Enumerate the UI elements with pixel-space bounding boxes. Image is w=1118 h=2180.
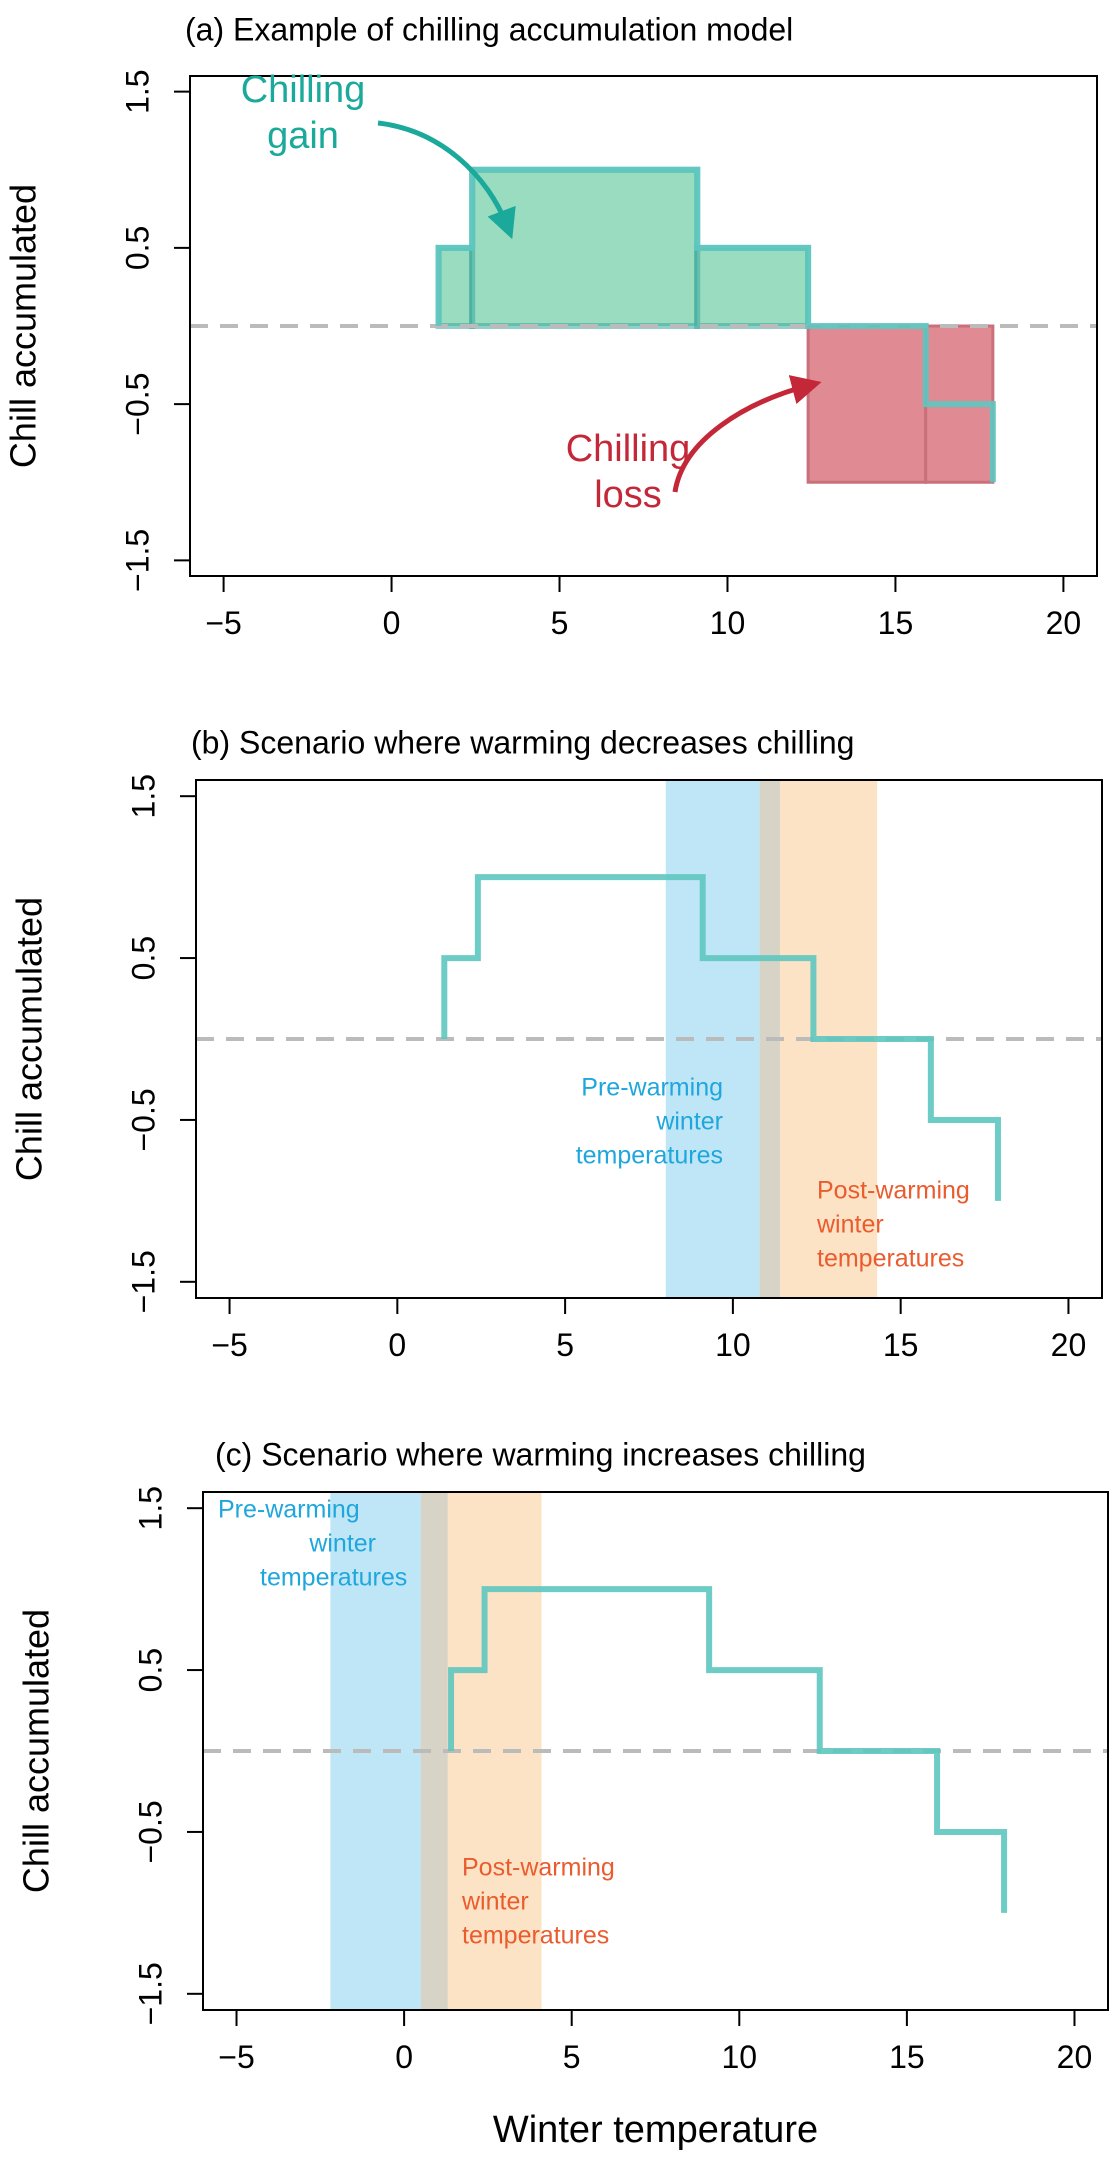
- annotation-loss-line: loss: [594, 474, 662, 516]
- annotation-post-line: temperatures: [462, 1922, 609, 1950]
- y-axis-label: Chill accumulated: [16, 1609, 57, 1893]
- y-tick-label: 1.5: [119, 69, 155, 113]
- annotation-pre-line: temperatures: [260, 1564, 407, 1592]
- panel-a: (a) Example of chilling accumulation mod…: [3, 11, 1098, 641]
- x-tick-label: 5: [563, 2039, 581, 2075]
- x-tick-label: 5: [556, 1327, 574, 1363]
- panel-b: (b) Scenario where warming decreases chi…: [9, 724, 1103, 1363]
- x-axis-label: Winter temperature: [493, 2109, 818, 2151]
- x-tick-label: −5: [218, 2039, 254, 2075]
- chill-step-line: [441, 874, 1001, 1201]
- y-tick-label: −1.5: [125, 1250, 161, 1313]
- chilling-gain-bar: [694, 244, 812, 329]
- y-tick-label: 0.5: [125, 936, 161, 980]
- y-axis-label: Chill accumulated: [9, 897, 50, 1181]
- y-tick-label: −1.5: [119, 529, 155, 592]
- y-tick-label: −0.5: [119, 373, 155, 436]
- annotation-post-line: temperatures: [817, 1245, 964, 1273]
- x-tick-label: −5: [211, 1327, 247, 1363]
- x-tick-label: 10: [710, 605, 746, 641]
- annotation-post-line: Post-warming: [462, 1854, 615, 1882]
- chilling-gain-bar: [469, 166, 701, 329]
- panel-c: (c) Scenario where warming increases chi…: [16, 1436, 1109, 2151]
- panel-title: (c) Scenario where warming increases chi…: [215, 1436, 866, 1472]
- x-tick-label: 15: [889, 2039, 925, 2075]
- x-tick-label: 5: [551, 605, 569, 641]
- annotation-pre-line: winter: [655, 1108, 723, 1136]
- chill-step-line: [448, 1586, 1008, 1913]
- x-tick-label: 20: [1046, 605, 1082, 641]
- y-axis-label: Chill accumulated: [3, 184, 44, 468]
- y-tick-label: −0.5: [125, 1088, 161, 1151]
- chilling-loss-bar: [806, 324, 928, 484]
- annotation-post-line: winter: [816, 1211, 884, 1239]
- annotation-post-line: winter: [461, 1888, 529, 1916]
- plot-frame: [189, 75, 1098, 577]
- x-tick-label: 15: [878, 605, 914, 641]
- panel-title: (a) Example of chilling accumulation mod…: [185, 11, 793, 47]
- plot-frame: [202, 1491, 1109, 2011]
- x-tick-label: 10: [715, 1327, 751, 1363]
- chill-step-line: [435, 166, 996, 483]
- y-tick-label: 0.5: [119, 226, 155, 270]
- chilling-gain-bar: [435, 244, 476, 329]
- x-tick-label: 10: [721, 2039, 757, 2075]
- annotation-gain-line: Chilling: [241, 69, 366, 111]
- x-tick-label: 20: [1057, 2039, 1093, 2075]
- x-tick-label: 0: [383, 605, 401, 641]
- x-tick-label: 15: [883, 1327, 919, 1363]
- y-tick-label: −0.5: [132, 1800, 168, 1863]
- plot-frame: [195, 779, 1103, 1299]
- annotation-gain-line: gain: [267, 115, 339, 157]
- y-tick-label: 1.5: [125, 774, 161, 818]
- gain-arrow: [377, 120, 516, 240]
- x-tick-label: 0: [395, 2039, 413, 2075]
- annotation-pre-line: Pre-warming: [581, 1074, 723, 1102]
- annotation-pre-line: Pre-warming: [218, 1496, 360, 1524]
- y-tick-label: −1.5: [132, 1962, 168, 2025]
- annotation-post-line: Post-warming: [817, 1177, 970, 1205]
- annotation-pre-line: winter: [308, 1530, 376, 1558]
- loss-arrow: [672, 375, 822, 493]
- panel-title: (b) Scenario where warming decreases chi…: [191, 724, 854, 760]
- annotation-pre-line: temperatures: [576, 1142, 723, 1170]
- x-tick-label: −5: [205, 605, 241, 641]
- x-tick-label: 0: [388, 1327, 406, 1363]
- y-tick-label: 1.5: [132, 1486, 168, 1530]
- x-tick-label: 20: [1051, 1327, 1087, 1363]
- annotation-loss-line: Chilling: [566, 428, 691, 470]
- y-tick-label: 0.5: [132, 1648, 168, 1692]
